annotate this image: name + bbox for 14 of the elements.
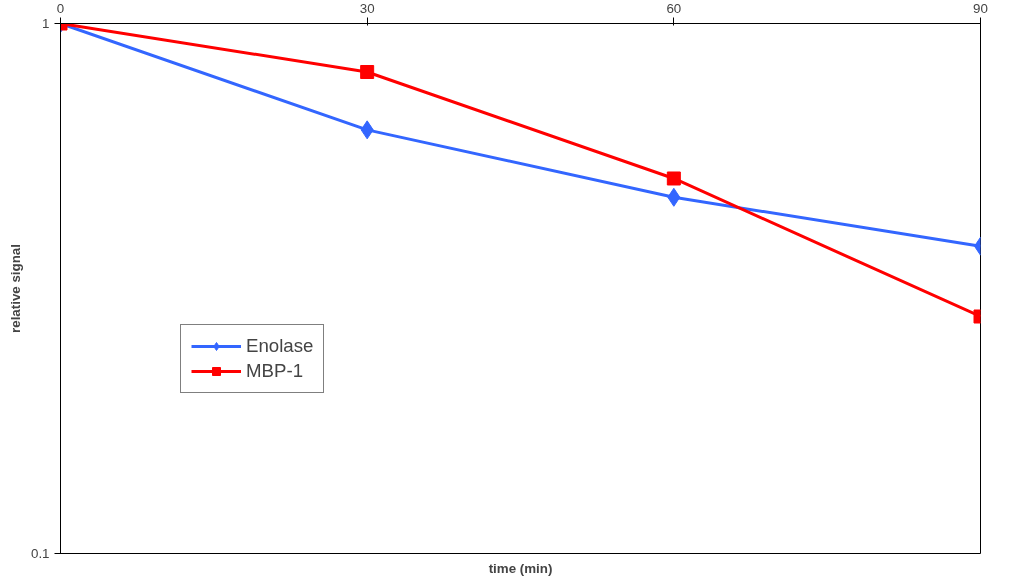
x-tick-label: 30 <box>359 0 375 16</box>
x-axis-title: time (min) <box>488 560 553 576</box>
y-axis-title: relative signal <box>7 244 23 333</box>
legend-label: Enolase <box>246 335 314 357</box>
y-tick-label: 1 <box>42 16 50 31</box>
x-tick-label: 60 <box>666 0 682 16</box>
x-tick-label: 0 <box>56 0 65 16</box>
x-tick-label: 90 <box>973 0 988 16</box>
point <box>360 120 374 140</box>
point <box>360 65 375 79</box>
point <box>667 187 681 207</box>
legend-label: MBP-1 <box>246 360 304 382</box>
point <box>666 171 681 186</box>
y-tick-label: 0.1 <box>30 546 50 561</box>
